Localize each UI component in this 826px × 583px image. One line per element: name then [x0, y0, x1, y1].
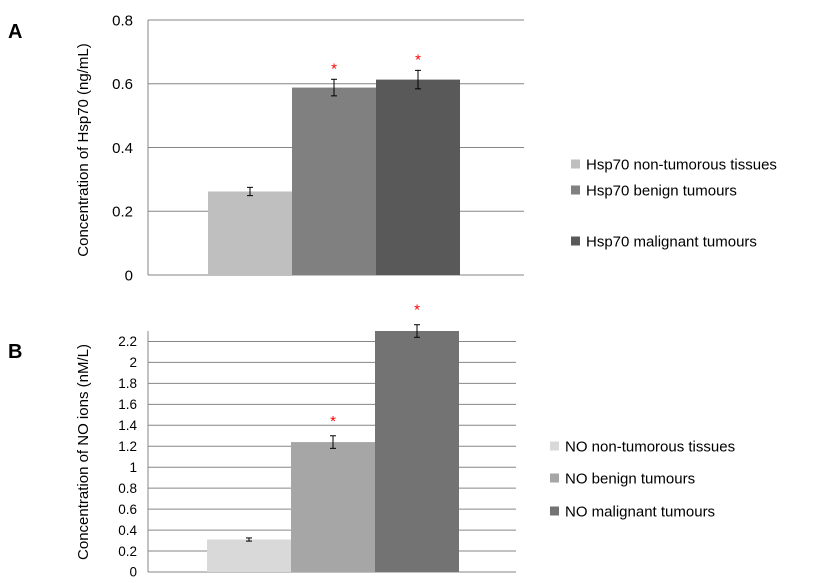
y-tick-label: 1 — [129, 460, 137, 475]
y-tick-label: 0 — [125, 267, 133, 284]
legend-swatch — [571, 159, 580, 169]
y-tick-labels: 0 0.2 0.4 0.6 0.8 1 1.2 1.4 1.6 1.8 2 2.2 — [118, 334, 137, 580]
legend-label: NO malignant tumours — [565, 503, 715, 520]
error-bars — [247, 69, 421, 197]
y-tick-label: 0.8 — [112, 12, 133, 29]
legend-swatch — [571, 236, 580, 246]
significance-star: * — [330, 413, 336, 430]
y-tick-label: 2 — [129, 355, 137, 370]
y-tick-label: 2.2 — [118, 334, 137, 349]
panel-b: B Concentration of NO ions (nM/L) 0 0.2 0.… — [8, 302, 735, 580]
significance-star: * — [415, 51, 421, 68]
y-tick-label: 0.4 — [118, 523, 137, 538]
panel-label: A — [8, 21, 22, 43]
y-tick-label: 0.4 — [112, 140, 133, 157]
significance-star: * — [414, 302, 420, 319]
y-tick-label: 0.8 — [118, 481, 137, 496]
legend-label: NO benign tumours — [565, 470, 695, 487]
bar — [292, 87, 376, 275]
legend: Hsp70 non-tumorous tissues Hsp70 benign t… — [571, 156, 777, 250]
panel-label: B — [8, 341, 22, 363]
legend-label: Hsp70 non-tumorous tissues — [586, 156, 777, 173]
y-tick-label: 0.2 — [118, 544, 137, 559]
error-bars — [246, 324, 420, 542]
significance-markers: ** — [331, 51, 421, 77]
significance-star: * — [331, 60, 337, 77]
y-tick-label: 1.8 — [118, 376, 137, 391]
bar — [208, 191, 292, 275]
legend-swatch — [571, 185, 580, 195]
bars — [208, 79, 460, 275]
bar — [207, 539, 291, 572]
legend-label: NO non-tumorous tissues — [565, 438, 735, 455]
y-tick-label: 1.6 — [118, 397, 137, 412]
legend-label: Hsp70 benign tumours — [586, 182, 737, 199]
y-tick-label: 0.6 — [112, 76, 133, 93]
legend-swatch — [550, 506, 559, 516]
y-tick-label: 0.2 — [112, 204, 133, 221]
bars — [207, 331, 459, 572]
y-tick-label: 1.2 — [118, 439, 137, 454]
legend-swatch — [550, 473, 559, 483]
y-axis-title: Concentration of Hsp70 (ng/mL) — [75, 43, 92, 256]
legend: NO non-tumorous tissues NO benign tumours… — [550, 438, 735, 520]
y-tick-label: 1.4 — [118, 418, 137, 433]
panel-a: A Concentration of Hsp70 (ng/mL) 0 0.2 0.4… — [8, 12, 777, 284]
y-tick-labels: 0 0.2 0.4 0.6 0.8 — [112, 12, 133, 284]
bar — [375, 331, 459, 572]
y-tick-label: 0.6 — [118, 502, 137, 517]
y-tick-label: 0 — [129, 565, 137, 580]
y-axis-title: Concentration of NO ions (nM/L) — [75, 344, 92, 560]
bar — [291, 442, 375, 572]
significance-markers: ** — [330, 302, 420, 430]
legend-swatch — [550, 441, 559, 451]
legend-label: Hsp70 malignant tumours — [586, 233, 757, 250]
bar — [376, 79, 460, 275]
